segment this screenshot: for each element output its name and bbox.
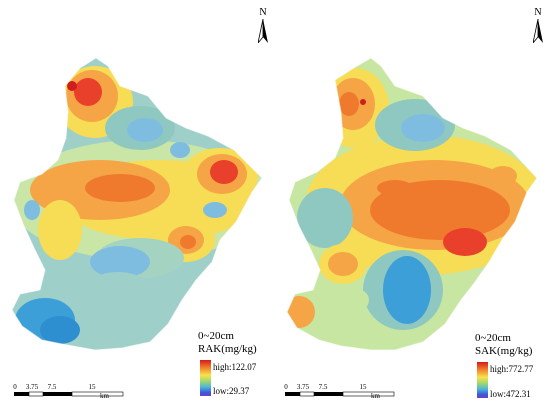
scale-tick-label: 15	[359, 383, 367, 391]
scale-bar: 0 3.75 7.5 15 km	[13, 383, 124, 403]
legend-color-ramp	[200, 360, 211, 396]
map-panel-rak: N 0~20cm RAK(mg/kg) high:122.07 low:29.3…	[11, 8, 273, 403]
north-label: N	[534, 7, 542, 18]
legend-low-label: low:472.31	[490, 389, 531, 399]
scale-unit: km	[371, 392, 380, 400]
scale-tick-label: 7.5	[47, 383, 57, 391]
legend-high-label: high:772.77	[490, 364, 534, 374]
depth-label: 0~20cm	[198, 330, 234, 342]
scale-tick-label: 15	[88, 383, 96, 391]
scale-unit: km	[100, 392, 109, 400]
north-label: N	[259, 7, 267, 18]
north-arrow-icon	[533, 19, 543, 43]
scale-bar: 0 3.75 7.5 15 km	[284, 383, 395, 403]
scale-tick-label: 7.5	[318, 383, 328, 391]
variable-label: SAK(mg/kg)	[475, 345, 533, 357]
scale-tick-label: 3.75	[25, 383, 39, 391]
legend-color-ramp	[477, 362, 488, 398]
scale-bar-graphic	[14, 391, 124, 397]
legend-high-label: high:122.07	[213, 362, 257, 372]
north-arrow-icon	[258, 19, 268, 43]
scale-tick-label: 0	[13, 383, 17, 391]
scale-bar-graphic	[285, 391, 395, 397]
north-arrow: N	[253, 8, 273, 43]
north-arrow: N	[528, 8, 548, 43]
legend-low-label: low:29.37	[213, 386, 250, 396]
scale-tick-label: 0	[284, 383, 288, 391]
rak-interpolation-map	[11, 57, 263, 351]
scale-tick-label: 3.75	[296, 383, 310, 391]
sak-interpolation-map	[286, 57, 538, 351]
variable-label: RAK(mg/kg)	[198, 343, 257, 355]
depth-label: 0~20cm	[475, 332, 511, 344]
map-panel-sak: N 0~20cm SAK(mg/kg) high:772.77 low:472.…	[275, 0, 550, 410]
